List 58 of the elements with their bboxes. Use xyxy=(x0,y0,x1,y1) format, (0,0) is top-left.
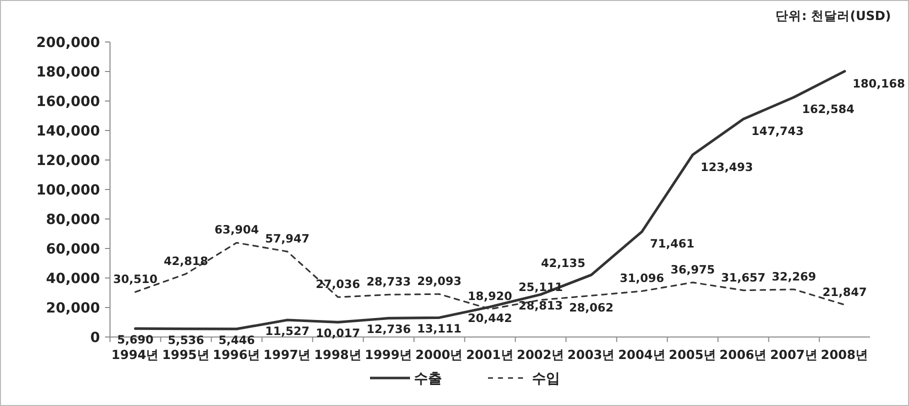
y-tick-label: 100,000 xyxy=(36,182,100,198)
data-label: 18,920 xyxy=(468,289,512,304)
data-label: 31,657 xyxy=(721,270,766,284)
x-tick-label: 1999년 xyxy=(364,347,413,362)
x-tick-label: 2008년 xyxy=(820,347,869,362)
data-label: 5,536 xyxy=(168,332,204,347)
data-label: 63,904 xyxy=(214,222,259,237)
data-label: 5,690 xyxy=(117,332,154,347)
y-tick-label: 40,000 xyxy=(46,271,100,287)
x-tick-label: 2004년 xyxy=(618,347,666,362)
data-label: 123,493 xyxy=(700,160,754,174)
x-tick-label: 1997년 xyxy=(263,347,312,362)
y-tick-label: 140,000 xyxy=(36,124,100,140)
legend-label: 수출 xyxy=(414,371,442,387)
y-tick-label: 80,000 xyxy=(46,212,100,228)
data-label: 13,111 xyxy=(417,322,462,336)
y-tick-label: 20,000 xyxy=(46,300,100,316)
x-tick-label: 1996년 xyxy=(212,347,261,362)
data-label: 29,093 xyxy=(417,274,462,288)
data-label: 10,017 xyxy=(316,326,360,340)
y-tick-label: 180,000 xyxy=(36,64,100,80)
data-label: 147,743 xyxy=(751,124,804,138)
x-tick-label: 1995년 xyxy=(162,347,210,362)
data-label: 31,096 xyxy=(620,271,664,286)
x-tick-label: 2003년 xyxy=(567,347,616,362)
y-tick-label: 120,000 xyxy=(36,153,100,169)
y-tick-label: 200,000 xyxy=(36,35,100,51)
x-tick-label: 2005년 xyxy=(668,347,717,362)
data-label: 21,847 xyxy=(822,284,867,299)
data-label: 32,269 xyxy=(772,269,816,284)
x-tick-label: 2001년 xyxy=(466,347,514,362)
data-label: 42,135 xyxy=(540,256,586,270)
data-label: 28,062 xyxy=(569,300,614,315)
data-label: 27,036 xyxy=(316,277,360,292)
x-tick-label: 1994년 xyxy=(111,347,160,362)
data-label: 5,446 xyxy=(218,332,255,347)
data-label: 20,442 xyxy=(468,310,512,325)
x-tick-label: 2000년 xyxy=(415,347,464,362)
data-label: 28,733 xyxy=(366,274,411,289)
x-tick-label: 2007년 xyxy=(770,347,818,362)
text: 단위: 천달러(USD) xyxy=(776,8,891,23)
data-label: 71,461 xyxy=(650,236,694,251)
data-label: 42,818 xyxy=(164,254,208,268)
data-label: 180,168 xyxy=(852,76,906,90)
y-tick-label: 60,000 xyxy=(46,242,100,258)
x-tick-label: 2006년 xyxy=(719,347,768,362)
data-label: 28,813 xyxy=(518,298,563,312)
y-tick-label: 160,000 xyxy=(36,94,100,110)
data-label: 162,584 xyxy=(802,102,854,116)
data-label: 11,527 xyxy=(265,324,310,338)
data-label: 12,736 xyxy=(366,322,411,336)
x-tick-label: 1998년 xyxy=(314,347,362,362)
data-label: 57,947 xyxy=(265,232,310,246)
x-tick-label: 2002년 xyxy=(516,347,565,362)
data-label: 30,510 xyxy=(113,272,158,286)
legend-label: 수입 xyxy=(532,371,560,387)
y-tick-label: 0 xyxy=(90,330,100,346)
data-label: 36,975 xyxy=(670,262,715,276)
